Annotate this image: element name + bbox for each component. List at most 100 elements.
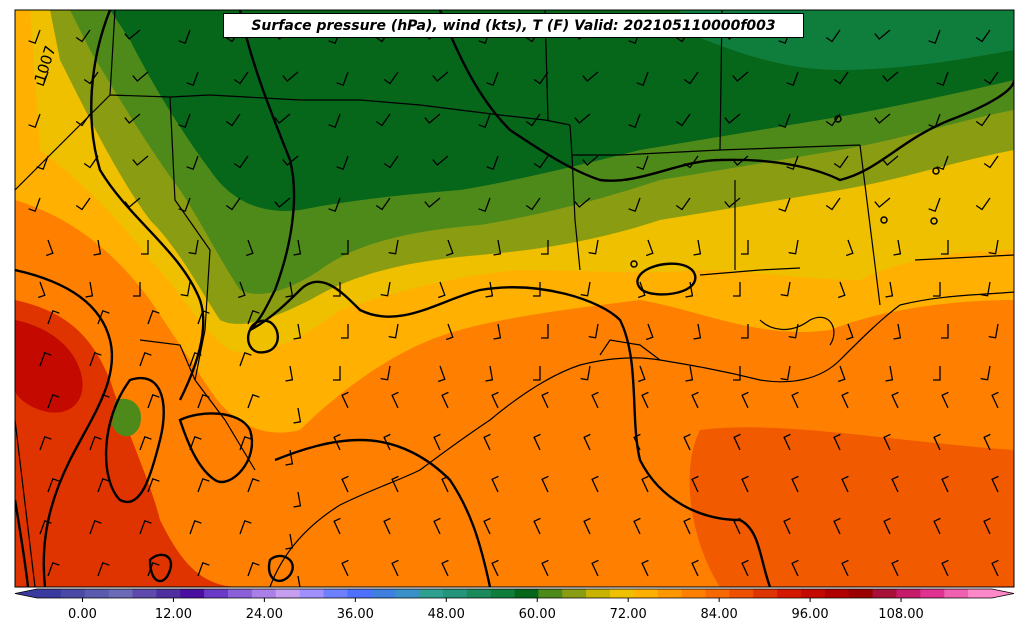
wind-barb [375, 113, 391, 127]
wind-barb [641, 475, 649, 493]
wind-barb [893, 239, 902, 256]
wind-barb [424, 113, 441, 124]
wind-barb [541, 559, 549, 577]
wind-barb [239, 519, 252, 535]
colorbar-tick-label: 72.00 [610, 607, 647, 622]
wind-barb [186, 155, 199, 171]
wind-barb [39, 435, 52, 451]
wind-barb [582, 155, 599, 166]
colorbar-tick-label: 36.00 [337, 607, 374, 622]
wind-barb [491, 475, 499, 493]
wind-barb [97, 309, 110, 325]
wind-barb [533, 282, 541, 297]
wind-barb [891, 559, 899, 577]
wind-barb [89, 435, 102, 451]
wind-barb [28, 113, 41, 129]
map-title: Surface pressure (hPa), wind (kts), T (F… [223, 13, 804, 38]
colorbar-segment [777, 589, 802, 598]
wind-barb [85, 281, 94, 298]
wind-barb [247, 477, 260, 493]
wind-barb [693, 239, 702, 256]
wind-barb [641, 559, 649, 577]
colorbar-segment [37, 589, 62, 598]
wind-barb [39, 351, 52, 367]
wind-barb [885, 365, 894, 382]
wind-barb [437, 281, 446, 299]
colorbar-segment [562, 589, 587, 598]
wind-barb [247, 309, 260, 325]
colorbar-segment [442, 589, 468, 598]
wind-barb [741, 240, 749, 255]
wind-barb [197, 477, 210, 493]
wind-barb [541, 240, 549, 255]
colorbar-tick-label: 84.00 [701, 607, 738, 622]
colorbar-segment [371, 589, 396, 598]
wind-barb [588, 239, 599, 255]
wind-barb [380, 281, 391, 297]
wind-barb [124, 29, 141, 40]
wind-barb [141, 240, 149, 255]
colorbar-tick-label: 60.00 [519, 607, 556, 622]
wind-barb [83, 71, 99, 85]
wind-barb [433, 517, 441, 535]
wind-barb [733, 366, 741, 381]
wind-barb [891, 391, 899, 409]
temp-hot-core [15, 320, 83, 413]
wind-barb [225, 113, 241, 127]
wind-barb [683, 517, 691, 535]
wind-barb [483, 433, 491, 451]
colorbar-tick-label: 108.00 [878, 607, 924, 622]
wind-barb [293, 407, 302, 424]
wind-barb [483, 517, 491, 535]
wind-barb [293, 491, 302, 508]
colorbar-segment [84, 589, 110, 598]
wind-barb [783, 433, 791, 451]
wind-barb [186, 71, 199, 87]
wind-barb [139, 519, 152, 535]
wind-barb [233, 155, 249, 169]
wind-barb [683, 155, 699, 169]
colorbar-segment [514, 589, 539, 598]
colorbar-tick-label: 24.00 [246, 607, 283, 622]
colorbar-segment [681, 589, 706, 598]
wind-barb [485, 281, 494, 298]
colorbar-segment [848, 589, 874, 598]
wind-barb [441, 475, 449, 493]
wind-barb [197, 309, 210, 325]
wind-barb [333, 433, 341, 451]
wind-barb [47, 561, 60, 577]
wind-barb [437, 365, 446, 383]
wind-barb [933, 517, 941, 535]
wind-barb [341, 240, 349, 255]
colorbar-segment [944, 589, 969, 598]
wind-barb [941, 240, 949, 255]
map-frame [14, 9, 1015, 588]
colorbar-segment [180, 589, 205, 598]
wind-barb [197, 393, 210, 409]
wind-barb [936, 71, 949, 87]
wind-barb [533, 71, 549, 85]
colorbar-segment [395, 589, 420, 598]
colorbar-segment [657, 589, 683, 598]
wind-barb [388, 239, 399, 255]
wind-barb [733, 433, 741, 451]
wind-barb [89, 351, 102, 367]
colorbar-segment [633, 589, 659, 598]
wind-barb [432, 155, 449, 166]
wind-barb [941, 475, 949, 493]
colorbar-segment [299, 589, 324, 598]
wind-barb [724, 113, 741, 124]
wind-barb [975, 29, 991, 43]
wind-barb [591, 475, 599, 493]
wind-barb [383, 155, 399, 169]
wind-barb [97, 561, 110, 577]
wind-barb [724, 197, 741, 208]
wind-barb [237, 281, 246, 299]
wind-barb [991, 475, 999, 493]
wind-barb [188, 239, 199, 255]
wind-barb [297, 575, 301, 587]
wind-barb [933, 433, 941, 451]
wind-barb [741, 559, 749, 577]
wind-barb [691, 391, 699, 409]
wind-barb [375, 197, 391, 211]
